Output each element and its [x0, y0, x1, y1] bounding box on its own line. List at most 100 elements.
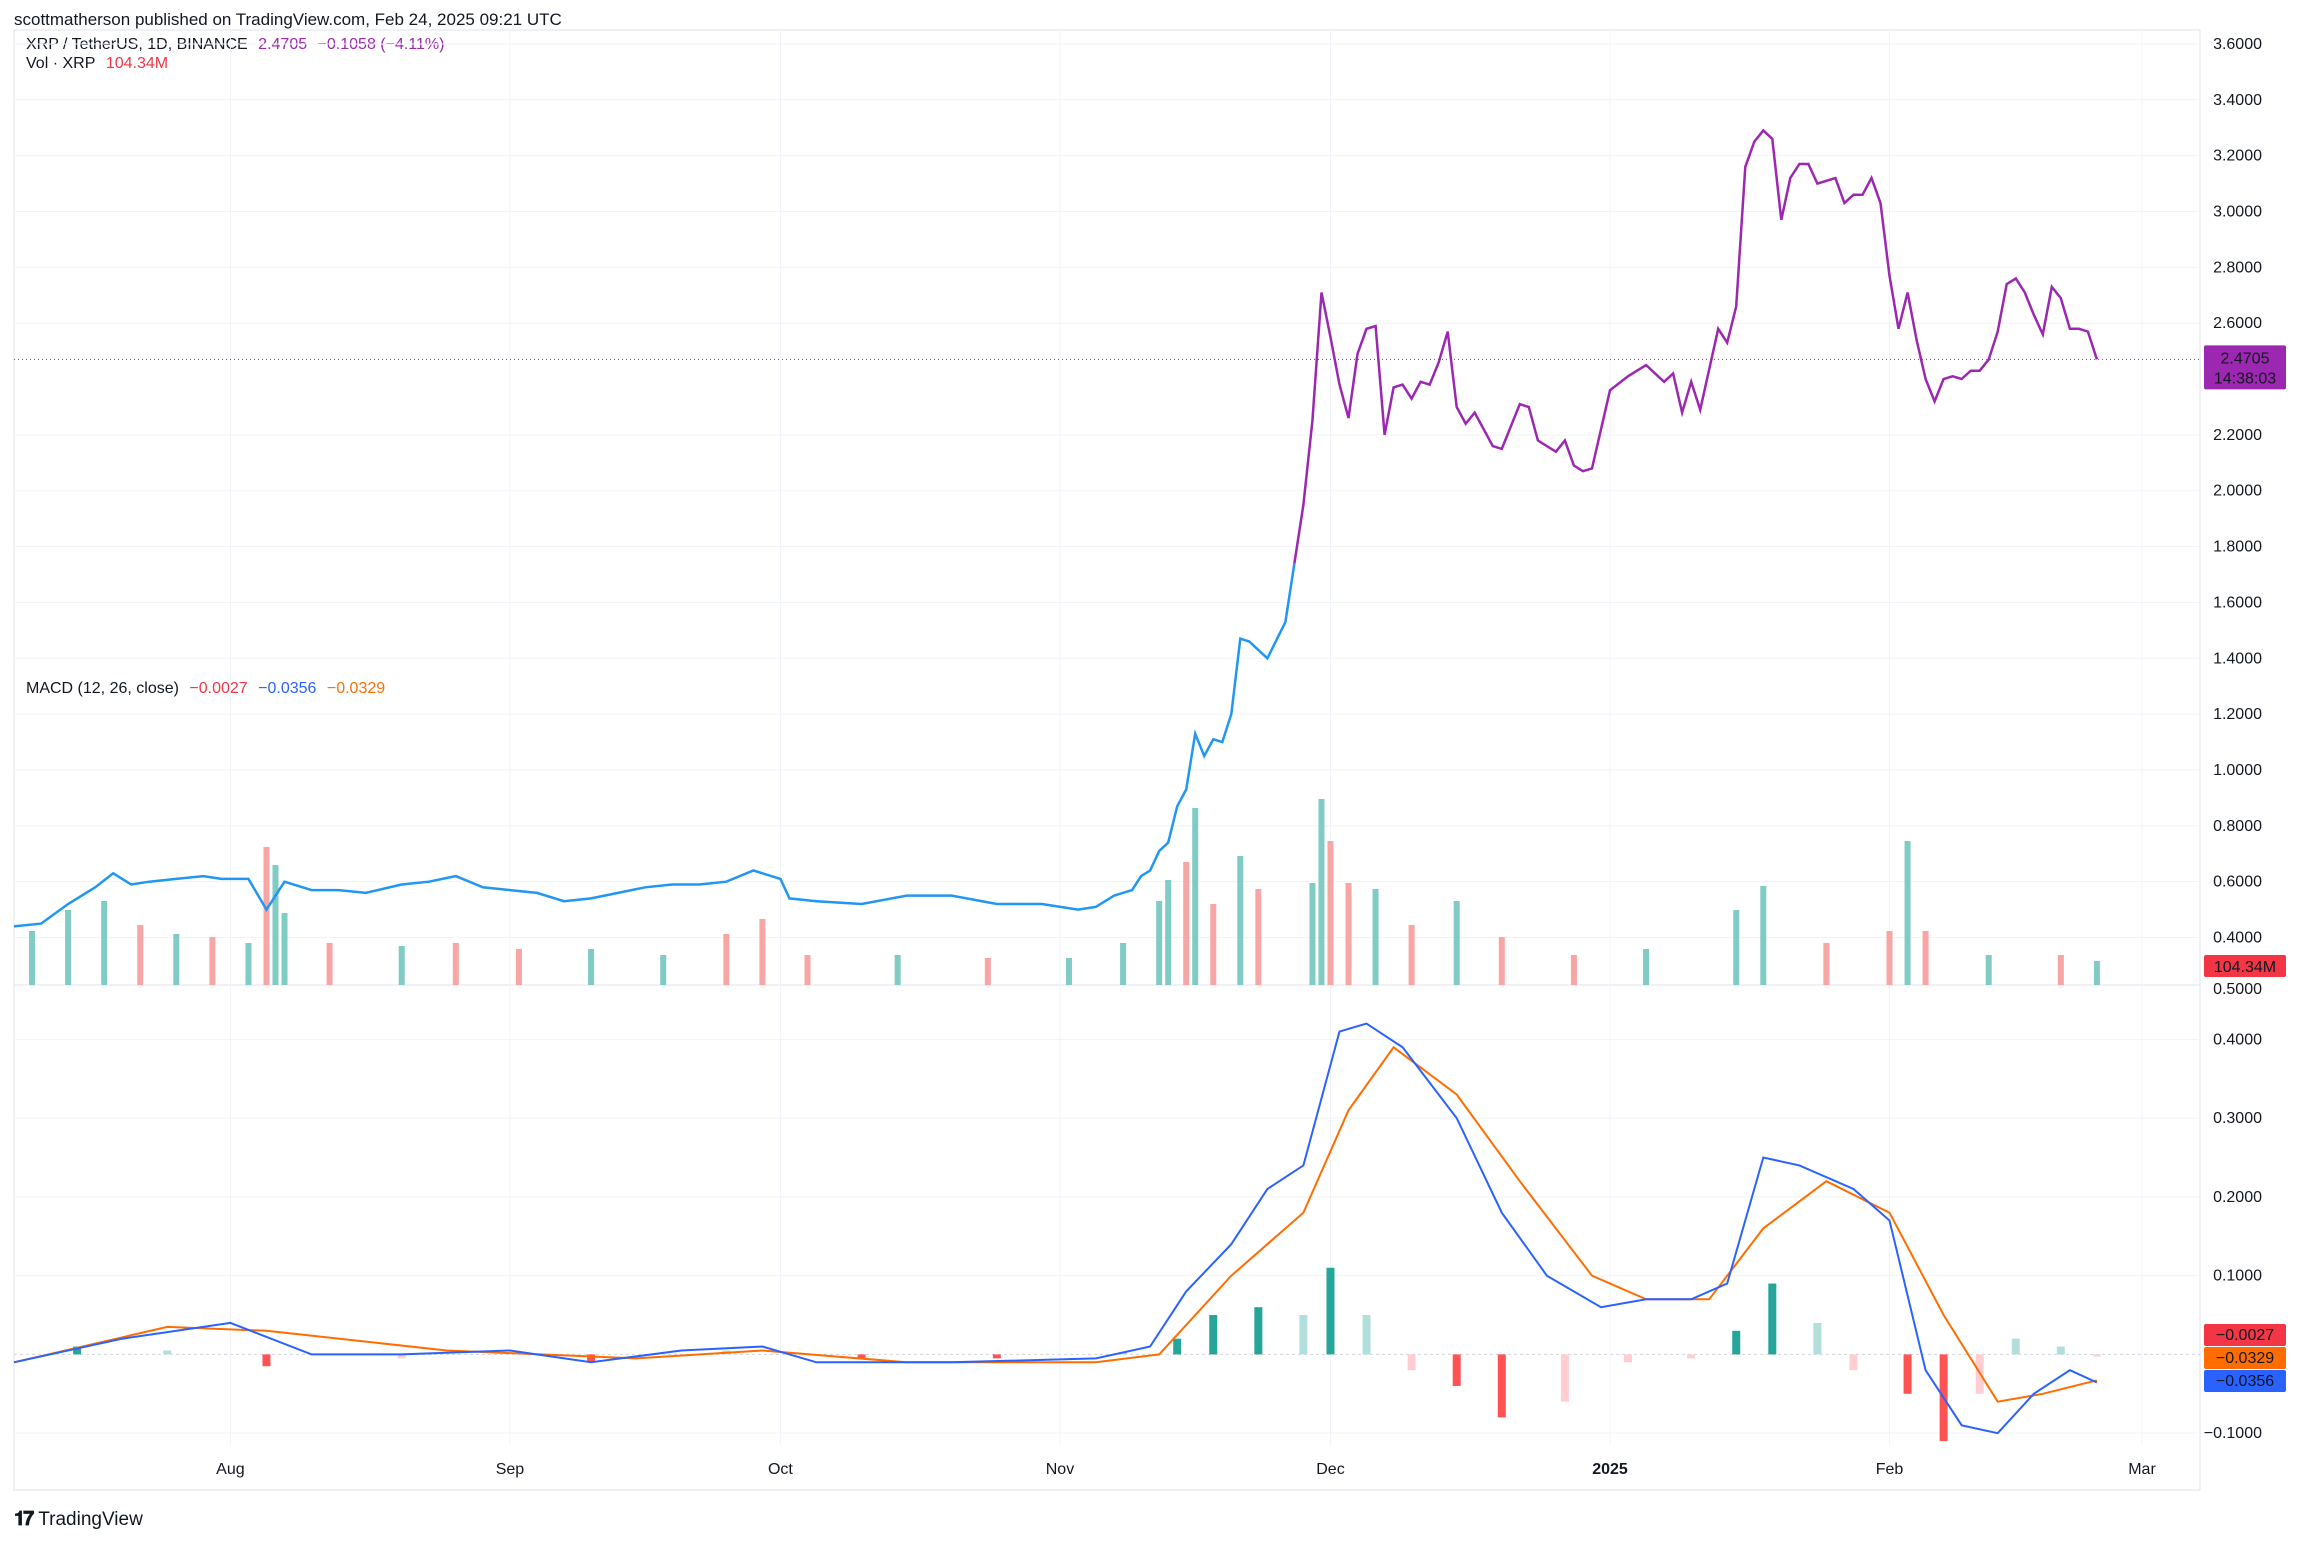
volume-bar	[1255, 889, 1262, 985]
volume-bar	[1823, 943, 1830, 985]
volume-bar	[1120, 943, 1127, 985]
publisher-header: scottmatherson published on TradingView.…	[14, 10, 562, 29]
price-tick-label: 0.4000	[2213, 930, 2262, 947]
volume-bar	[1237, 856, 1244, 985]
price-tick-label: 0.6000	[2213, 874, 2262, 891]
volume-bar	[245, 943, 252, 985]
macd-histogram-bar	[857, 1354, 866, 1359]
volume-bar	[588, 949, 595, 985]
macd-histogram-bar	[1624, 1354, 1633, 1363]
macd-last-label: −0.0027	[2216, 1327, 2274, 1344]
volume-bar	[1886, 931, 1893, 985]
price-tick-label: 2.8000	[2213, 259, 2262, 276]
volume-bar	[1065, 958, 1072, 985]
symbol-legend: XRP / TetherUS, 1D, BINANCE 2.4705 −0.10…	[26, 36, 450, 54]
macd-tick-label: 0.1000	[2213, 1268, 2262, 1285]
volume-bar	[281, 913, 288, 985]
price-line-late	[1293, 128, 2099, 564]
volume-bar	[101, 901, 108, 985]
volume-bar	[894, 955, 901, 985]
macd-last-label: −0.0356	[2216, 1373, 2274, 1390]
volume-value: 104.34M	[105, 55, 169, 72]
last-price-countdown: 14:38:03	[2214, 370, 2276, 387]
macd-tick-label: 0.4000	[2213, 1031, 2262, 1048]
volume-bar	[1453, 901, 1460, 985]
volume-bar	[515, 949, 522, 985]
macd-histogram-bar	[2011, 1338, 2020, 1355]
volume-bar	[29, 931, 36, 985]
volume-bar	[452, 943, 459, 985]
last-price-badge	[2204, 345, 2286, 390]
volume-bar	[137, 925, 144, 985]
volume-bar	[1165, 880, 1172, 985]
volume-bar	[2057, 955, 2064, 985]
macd-tick-label: 0.3000	[2213, 1110, 2262, 1127]
time-tick-label: Sep	[496, 1461, 525, 1478]
macd-histogram-value: −0.0027	[189, 680, 248, 697]
macd-histogram-bar	[397, 1354, 406, 1359]
volume-last-badge	[2204, 955, 2286, 977]
macd-last-badge	[2204, 1324, 2286, 1346]
volume-legend: Vol · XRP 104.34M	[26, 55, 174, 73]
macd-signal-line	[13, 1045, 2098, 1403]
volume-bar	[1760, 886, 1767, 985]
volume-bar	[984, 958, 991, 985]
price-line-early	[13, 563, 1296, 928]
volume-bar	[1192, 808, 1199, 985]
volume-bar	[723, 934, 730, 985]
volume-bar	[1210, 904, 1217, 985]
time-tick-label: Mar	[2128, 1461, 2156, 1478]
price-pane-frame	[13, 29, 2201, 986]
macd-histogram-bar	[1362, 1315, 1371, 1355]
macd-line-value: −0.0356	[258, 680, 317, 697]
volume-bar	[398, 946, 405, 985]
macd-histogram-bar	[1209, 1315, 1218, 1355]
volume-bar	[1327, 841, 1334, 985]
macd-histogram-bar	[2092, 1354, 2101, 1357]
macd-histogram-bar	[1497, 1354, 1506, 1418]
macd-histogram-bar	[1254, 1307, 1263, 1355]
price-tick-label: 1.6000	[2213, 594, 2262, 611]
macd-histogram-bar	[163, 1350, 172, 1355]
macd-histogram-bar	[1326, 1267, 1335, 1355]
macd-label[interactable]: MACD (12, 26, close)	[26, 680, 179, 697]
macd-histogram-bar	[1173, 1338, 1182, 1355]
time-tick-label: Feb	[1876, 1461, 1904, 1478]
volume-bar	[1985, 955, 1992, 985]
macd-histogram-bar	[1849, 1354, 1858, 1371]
macd-tick-label: −0.1000	[2204, 1425, 2262, 1442]
macd-histogram-bar	[2056, 1346, 2065, 1355]
price-tick-label: 3.2000	[2213, 148, 2262, 165]
time-tick-label: 2025	[1592, 1461, 1628, 1478]
volume-bar	[1570, 955, 1577, 985]
volume-bar	[1904, 841, 1911, 985]
price-tick-label: 0.5000	[2213, 981, 2262, 998]
volume-bar	[65, 910, 72, 985]
volume-bar	[263, 847, 270, 985]
price-tick-label: 1.8000	[2213, 539, 2262, 556]
symbol-name[interactable]: XRP / TetherUS, 1D, BINANCE	[26, 36, 248, 53]
price-tick-label: 2.6000	[2213, 315, 2262, 332]
volume-bar	[1372, 889, 1379, 985]
price-tick-label: 1.4000	[2213, 650, 2262, 667]
volume-bar	[2093, 961, 2100, 985]
macd-histogram-bar	[587, 1354, 596, 1363]
volume-label[interactable]: Vol · XRP	[26, 55, 96, 72]
tradingview-logo[interactable]: 𝟏𝟕 TradingView	[14, 1508, 143, 1531]
macd-legend: MACD (12, 26, close) −0.0027 −0.0356 −0.…	[26, 680, 391, 698]
macd-pane-frame	[13, 984, 2201, 1491]
last-price-value: 2.4705	[258, 36, 308, 53]
macd-histogram-bar	[1407, 1354, 1416, 1371]
price-change-value: −0.1058 (−4.11%)	[317, 36, 445, 53]
volume-bar	[804, 955, 811, 985]
macd-histogram-bar	[1452, 1354, 1461, 1386]
volume-bar	[173, 934, 180, 985]
volume-bar	[1156, 901, 1163, 985]
macd-last-label: −0.0329	[2216, 1350, 2274, 1367]
macd-histogram-bar	[1687, 1354, 1696, 1359]
macd-last-badge	[2204, 1347, 2286, 1369]
volume-bar	[759, 919, 766, 985]
volume-bar	[326, 943, 333, 985]
macd-histogram-bar	[1560, 1354, 1569, 1402]
